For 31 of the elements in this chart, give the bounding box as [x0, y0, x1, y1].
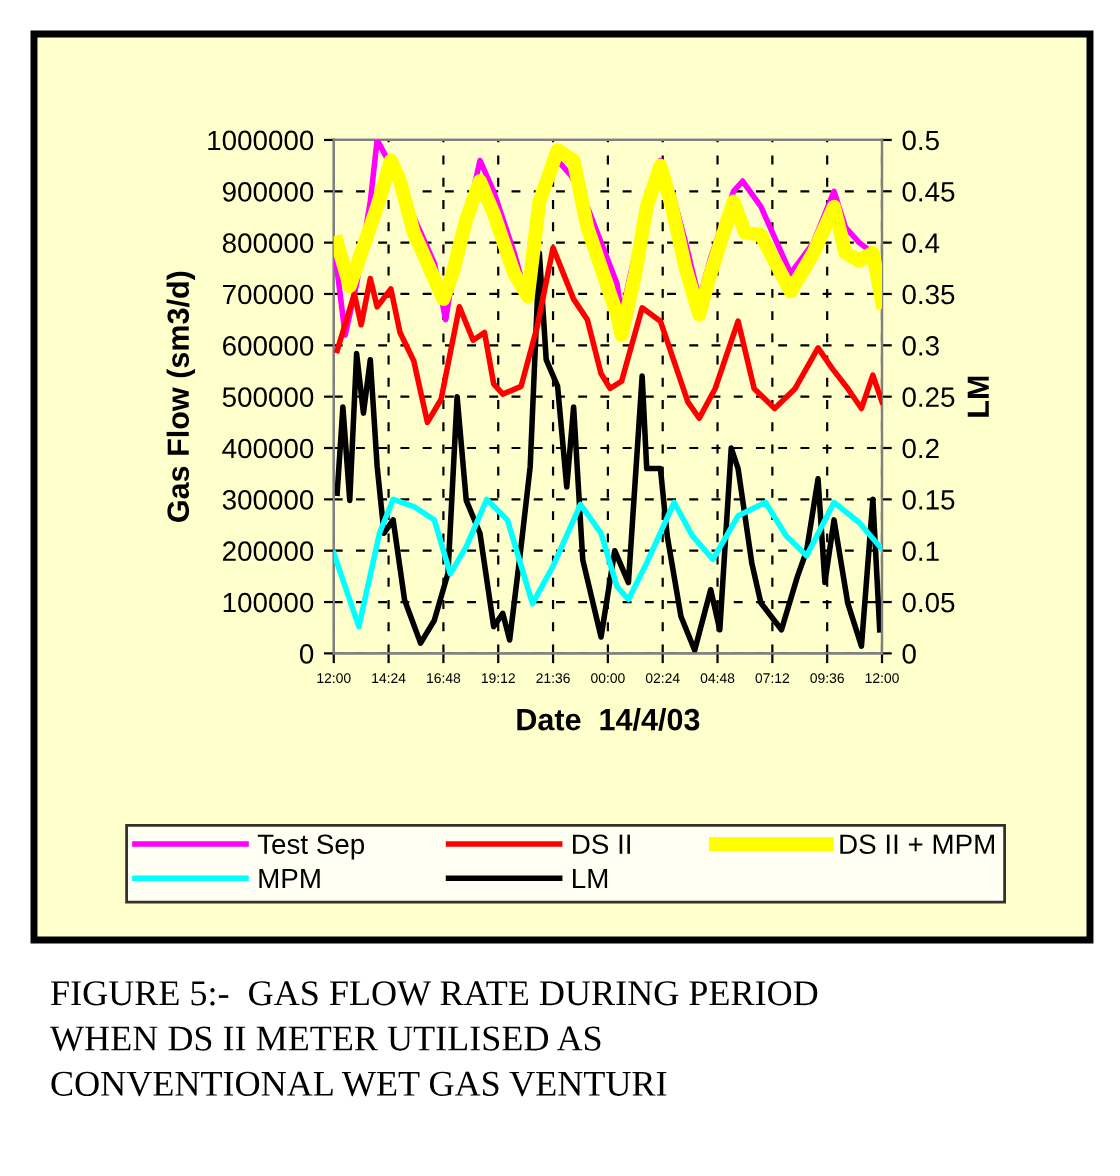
y-tick-label: 200000	[223, 541, 314, 562]
y2-tick-label: 0.15	[902, 490, 955, 510]
y2-tick-label: 0.45	[902, 181, 955, 202]
y-tick-label: 100000	[223, 592, 314, 613]
y-axis-title: Gas Flow (sm3/d)	[166, 271, 196, 522]
y-tick-label: 300000	[222, 490, 314, 510]
legend-label: DS II	[573, 834, 630, 855]
y-tick-label: 500000	[222, 387, 314, 407]
y-tick-label: 900000	[222, 181, 314, 202]
y2-tick-label: 0	[902, 644, 916, 664]
y2-tick-label: 0.35	[902, 284, 955, 305]
y2-tick-label: 0.2	[902, 438, 939, 459]
caption: FIGURE 5:- GAS FLOW RATE DURING PERIOD WHEN DS II METER UTILISED AS CONVENTIONAL WET GAS VENTURI	[50, 981, 818, 1097]
legend-label: Test Sep	[257, 834, 365, 860]
y-tick-label: 0	[299, 644, 314, 664]
legend-label: MPM	[259, 868, 320, 889]
y-tick-label: 400000	[222, 438, 314, 459]
y2-tick-label: 0.1	[902, 541, 939, 562]
y2-tick-label: 0.5	[902, 130, 939, 151]
y2-tick-label: 0.25	[902, 387, 955, 407]
y2-axis-title: LM	[967, 376, 989, 417]
x-axis-title: Date 14/4/03	[517, 708, 700, 731]
y2-tick-label: 0.05	[902, 592, 955, 613]
y-tick-label: 1000000	[208, 130, 314, 151]
y2-tick-label: 0.3	[902, 335, 939, 356]
y-tick-label: 700000	[223, 284, 314, 305]
legend-label: LM	[573, 868, 608, 889]
y-tick-label: 600000	[223, 335, 314, 356]
y-tick-label: 800000	[222, 233, 314, 253]
legend-label: DS II + MPM	[840, 834, 994, 855]
y2-tick-label: 0.4	[902, 233, 940, 253]
